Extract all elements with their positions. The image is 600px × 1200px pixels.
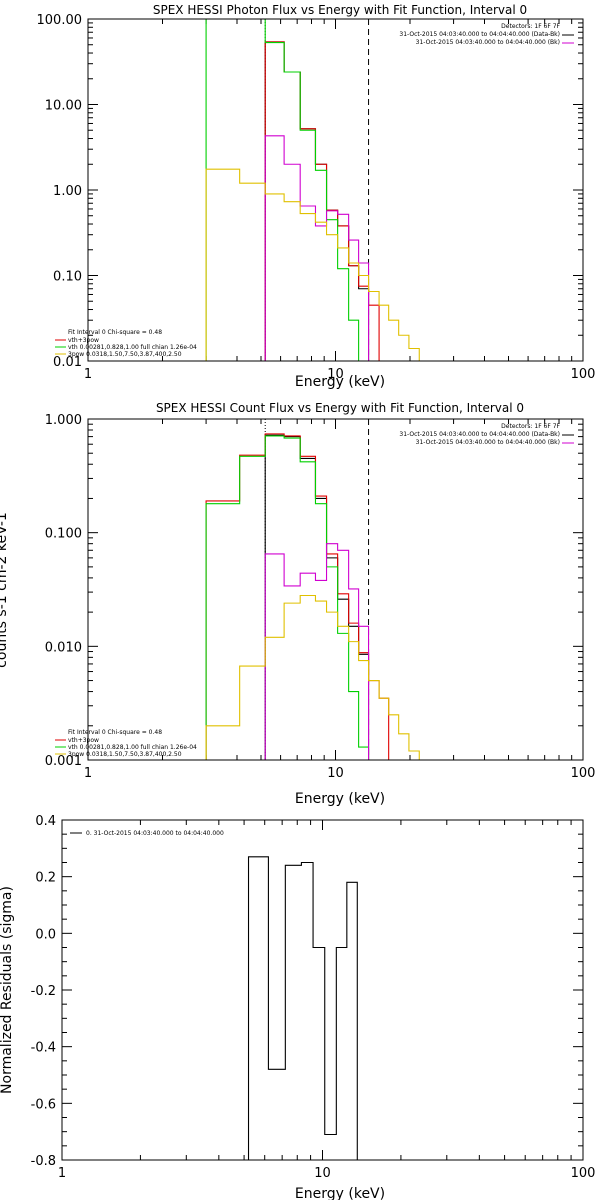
y-tick-label: -0.6 <box>31 1097 56 1112</box>
panel-2-ticks: 1 10 100 0.001 0.010 0.100 1.000 <box>45 413 596 781</box>
panel-3-plot <box>247 856 358 1160</box>
panel-1-frame <box>87 18 584 362</box>
panel-2-legend: Fit Interval 0 Chi-square = 0.48 vth+3po… <box>55 729 197 758</box>
series-bk <box>264 135 370 361</box>
y-tick-label: 0.0 <box>35 927 56 942</box>
x-tick-label: 100 <box>571 1166 596 1181</box>
panel-1-info: Detectors: 1F 6F 7F 31-Oct-2015 04:03:40… <box>399 23 574 46</box>
panel-2-info-line: Detectors: 1F 6F 7F <box>501 423 560 430</box>
residuals-panel: Energy (keV) Normalized Residuals (sigma… <box>0 814 595 1200</box>
panel-3-ylabel: Normalized Residuals (sigma) <box>0 886 15 1094</box>
series-3pow <box>205 594 420 760</box>
panel-1-legend-item: vth+3pow <box>68 337 99 344</box>
panel-1-legend-item: 3pow 0.0318,1.50,7.50,3.87,400,2.50 <box>68 351 182 358</box>
series-3pow <box>205 168 420 361</box>
panel-1-info-line: Detectors: 1F 6F 7F <box>501 23 560 30</box>
panel-2-plot <box>205 419 420 760</box>
series-vth-3pow <box>205 433 390 760</box>
panel-1-xlabel: Energy (keV) <box>295 374 385 390</box>
panel-2-info-line: 31-Oct-2015 04:03:40.000 to 04:04:40.000… <box>416 439 560 446</box>
x-tick-label: 1 <box>58 1166 66 1181</box>
y-tick-label: 0.001 <box>45 754 82 769</box>
panel-1-info-line: 31-Oct-2015 04:03:40.000 to 04:04:40.000… <box>399 31 560 38</box>
y-tick-label: 0.01 <box>53 355 82 370</box>
x-tick-label: 1 <box>84 367 92 382</box>
x-tick-label: 10 <box>314 1166 331 1181</box>
y-tick-label: -0.4 <box>31 1041 56 1056</box>
panel-2-legend-item: 3pow 0.0318,1.50,7.50,3.87,400,2.50 <box>68 751 182 758</box>
y-tick-label: 0.2 <box>35 871 56 886</box>
y-tick-label: 100.00 <box>37 13 83 28</box>
x-tick-label: 10 <box>327 367 344 382</box>
panel-3-legend: 0. 31-Oct-2015 04:03:40.000 to 04:04:40.… <box>70 830 224 837</box>
series-vth <box>205 18 360 361</box>
series-bk <box>264 543 370 760</box>
panel-2-legend-item: vth 0.00281,0.828,1.00 full chian 1.26e-… <box>68 744 197 751</box>
panel-2-frame <box>87 418 584 761</box>
panel-1-legend-title: Fit Interval 0 Chi-square = 0.48 <box>68 329 162 336</box>
y-tick-label: 10.00 <box>45 99 82 114</box>
y-tick-label: 0.4 <box>35 814 56 829</box>
panel-2-legend-item: vth+3pow <box>68 737 99 744</box>
series-0-31-oct-2015-04-03-40-000-to-04-04-40-000 <box>247 856 358 1160</box>
series-data-bk <box>264 41 370 361</box>
panel-2-ylabel: counts s-1 cm-2 keV-1 <box>0 512 10 668</box>
y-tick-label: -0.2 <box>31 984 56 999</box>
panel-3-frame <box>61 819 584 1161</box>
panel-2-info: Detectors: 1F 6F 7F 31-Oct-2015 04:03:40… <box>399 423 574 446</box>
panel-3-legend-item: 0. 31-Oct-2015 04:03:40.000 to 04:04:40.… <box>86 830 224 837</box>
panel-2-xlabel: Energy (keV) <box>295 791 385 807</box>
y-tick-label: 1.00 <box>53 184 82 199</box>
series-vth-3pow <box>264 41 380 361</box>
x-tick-label: 100 <box>571 367 596 382</box>
panel-3-xlabel: Energy (keV) <box>295 1186 385 1200</box>
y-tick-label: 0.10 <box>53 270 82 285</box>
y-tick-label: 1.000 <box>45 413 82 428</box>
panel-1-legend-item: vth 0.00281,0.828,1.00 full chian 1.26e-… <box>68 344 197 351</box>
y-tick-label: 0.010 <box>45 640 82 655</box>
series-data-bk <box>264 434 370 760</box>
panel-1-plot <box>205 18 420 361</box>
photon-flux-panel: SPEX HESSI Photon Flux vs Energy with Fi… <box>37 3 596 390</box>
y-tick-label: -0.8 <box>31 1154 56 1169</box>
x-tick-label: 10 <box>327 766 344 781</box>
panel-1-ticks: 1 10 100 0.01 0.10 1.00 10.00 100.00 <box>37 13 596 382</box>
series-vth <box>205 435 370 760</box>
panel-2-title: SPEX HESSI Count Flux vs Energy with Fit… <box>156 401 524 415</box>
y-tick-label: 0.100 <box>45 527 82 542</box>
panel-1-title: SPEX HESSI Photon Flux vs Energy with Fi… <box>153 3 527 17</box>
panel-1-legend: Fit Interval 0 Chi-square = 0.48 vth+3po… <box>55 329 197 358</box>
panel-1-info-line: 31-Oct-2015 04:03:40.000 to 04:04:40.000… <box>416 39 560 46</box>
panel-2-info-line: 31-Oct-2015 04:03:40.000 to 04:04:40.000… <box>399 431 560 438</box>
panel-3-ticks: 1 10 100 -0.8 -0.6 -0.4 -0.2 0.0 0.2 0.4 <box>31 814 596 1181</box>
x-tick-label: 100 <box>571 766 596 781</box>
panel-2-legend-title: Fit Interval 0 Chi-square = 0.48 <box>68 729 162 736</box>
count-flux-panel: SPEX HESSI Count Flux vs Energy with Fit… <box>0 401 595 807</box>
x-tick-label: 1 <box>84 766 92 781</box>
